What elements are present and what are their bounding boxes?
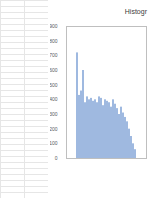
svg-text:800: 800 <box>50 38 58 44</box>
svg-text:0: 0 <box>55 155 58 161</box>
svg-text:600: 600 <box>50 67 58 73</box>
html-text:Histogr: Histogr <box>124 8 147 15</box>
svg-text:100: 100 <box>50 140 58 146</box>
svg-text:700: 700 <box>50 52 58 58</box>
svg-text:400: 400 <box>50 96 58 102</box>
svg-text:500: 500 <box>50 82 58 88</box>
svg-text:200: 200 <box>50 126 58 132</box>
svg-text:900: 900 <box>50 23 58 29</box>
svg-text:300: 300 <box>50 111 58 117</box>
